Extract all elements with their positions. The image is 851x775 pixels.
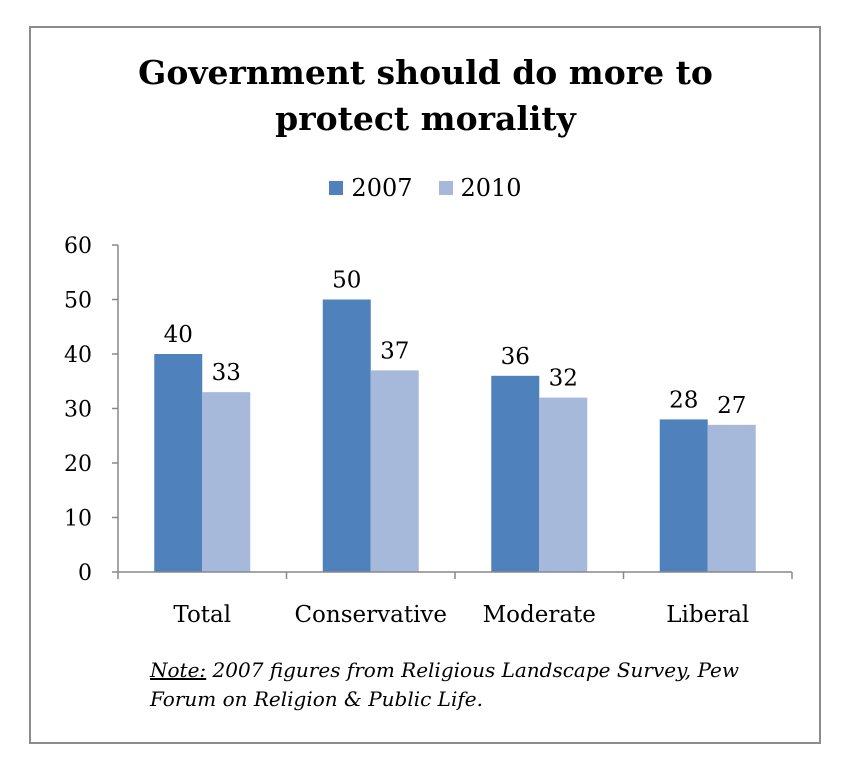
y-tick-label: 50 bbox=[64, 289, 92, 314]
bar-2007-liberal bbox=[659, 419, 708, 572]
chart-legend: 2007 2010 bbox=[0, 174, 851, 202]
data-label: 33 bbox=[212, 360, 241, 386]
data-label: 37 bbox=[380, 338, 409, 364]
legend-label-2010: 2010 bbox=[460, 174, 522, 202]
bar-2010-moderate bbox=[539, 397, 588, 572]
y-tick-label: 20 bbox=[64, 452, 92, 477]
x-tick-label: Liberal bbox=[666, 602, 749, 628]
y-tick-label: 0 bbox=[78, 561, 92, 586]
note-text: 2007 figures from Religious Landscape Su… bbox=[150, 658, 739, 711]
legend-item-2007: 2007 bbox=[329, 174, 413, 202]
chart-title-line-2: protect morality bbox=[275, 99, 576, 138]
data-label: 40 bbox=[164, 322, 193, 348]
bar-2010-conservative bbox=[370, 370, 419, 572]
legend-label-2007: 2007 bbox=[351, 174, 413, 202]
legend-swatch-2007 bbox=[329, 181, 344, 195]
legend-item-2010: 2010 bbox=[438, 174, 522, 202]
bar-2007-total bbox=[154, 354, 203, 572]
legend-swatch-2010 bbox=[438, 181, 453, 195]
y-tick-label: 30 bbox=[64, 398, 92, 423]
x-tick-label: Conservative bbox=[294, 602, 447, 628]
x-tick-label: Moderate bbox=[483, 602, 596, 628]
data-label: 36 bbox=[501, 344, 530, 370]
chart-note: Note: 2007 figures from Religious Landsc… bbox=[150, 656, 790, 714]
bar-2007-conservative bbox=[322, 299, 371, 572]
data-label: 50 bbox=[332, 268, 361, 294]
bar-2010-total bbox=[202, 392, 251, 572]
data-label: 28 bbox=[669, 387, 698, 413]
x-tick-label: Total bbox=[173, 602, 231, 628]
chart-title-line-1: Government should do more to bbox=[138, 53, 713, 92]
y-tick-label: 60 bbox=[64, 234, 92, 259]
data-label: 32 bbox=[549, 366, 578, 392]
bar-2010-liberal bbox=[707, 424, 756, 572]
bar-2007-moderate bbox=[491, 375, 540, 572]
y-tick-label: 40 bbox=[64, 343, 92, 368]
data-label: 27 bbox=[717, 393, 746, 419]
chart-title: Government should do more to protect mor… bbox=[0, 50, 851, 142]
y-tick-label: 10 bbox=[64, 507, 92, 532]
note-label: Note: bbox=[150, 658, 207, 682]
